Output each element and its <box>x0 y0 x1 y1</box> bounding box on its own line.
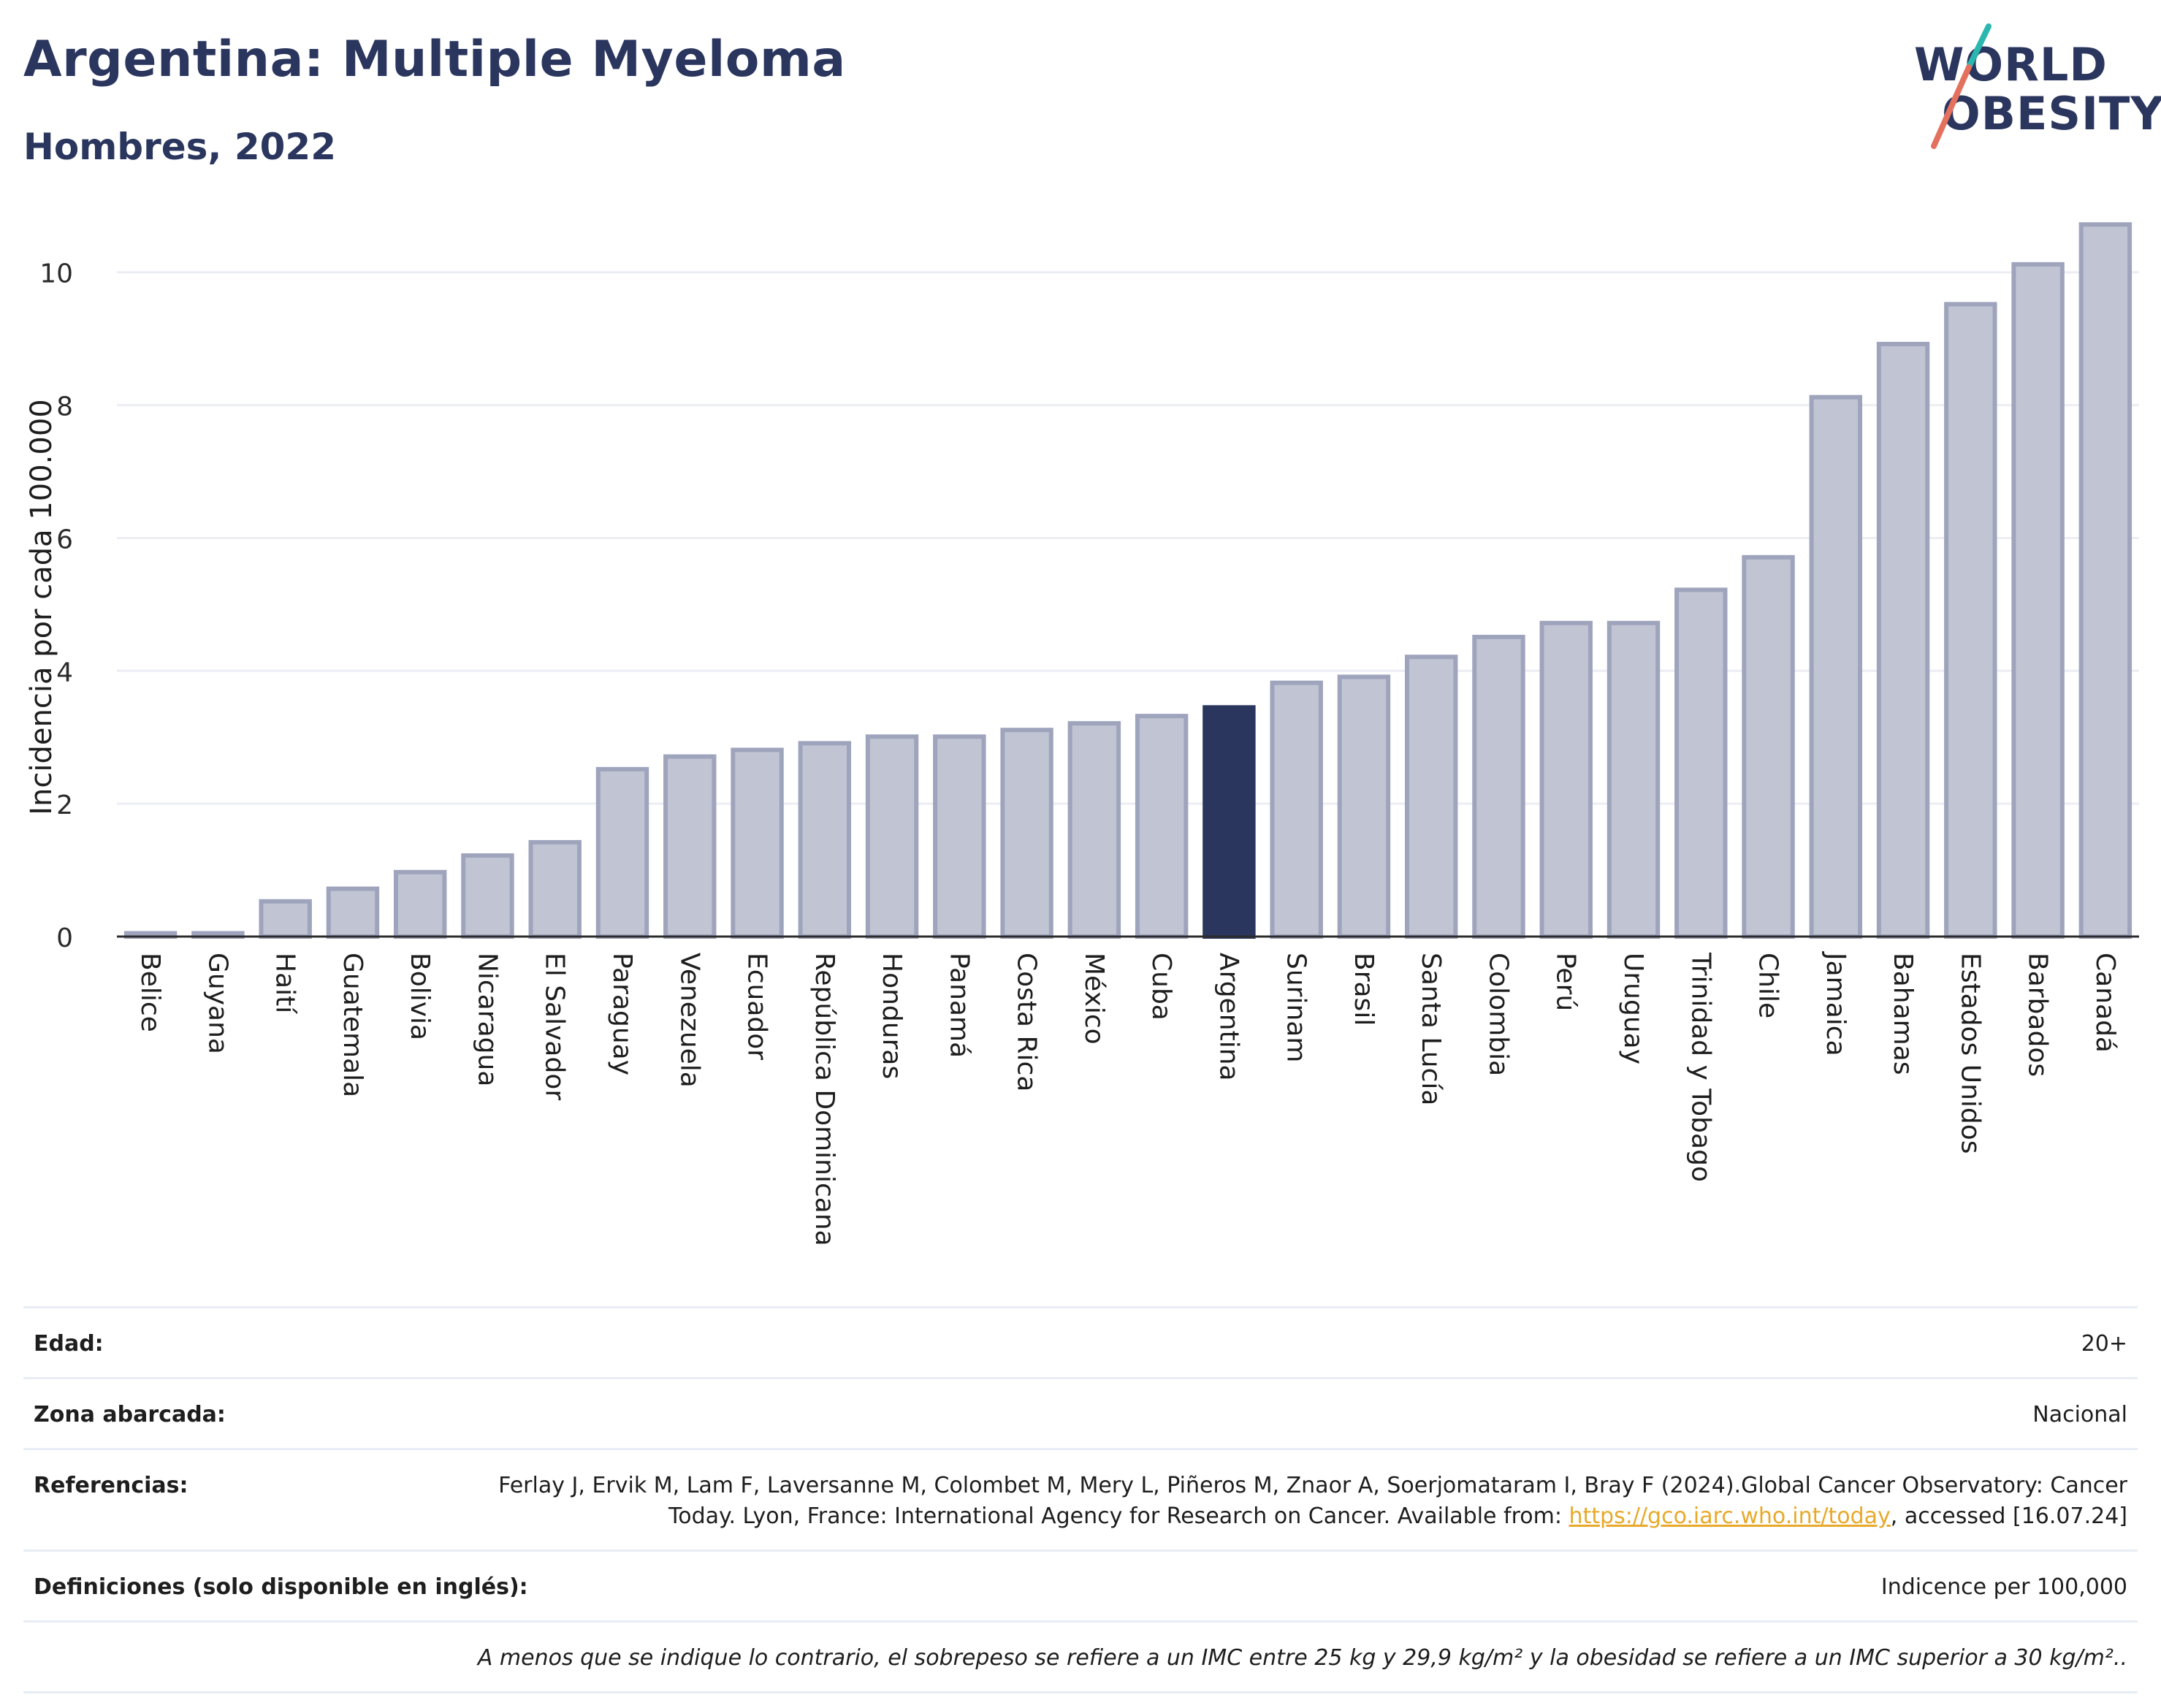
bar <box>1944 302 1997 939</box>
x-tick-label: Chile <box>1753 953 1783 1018</box>
bar <box>1674 587 1728 939</box>
x-tick-label: Panamá <box>944 953 974 1058</box>
logo-line-2: OBESITY <box>1942 87 2161 140</box>
bar <box>663 754 717 939</box>
y-tick-label: 0 <box>56 923 73 953</box>
references-text: Ferlay J, Ervik M, Lam F, Laversanne M, … <box>498 1473 2127 1529</box>
x-tick-label: Uruguay <box>1618 953 1648 1064</box>
age-value: 20+ <box>2081 1331 2127 1357</box>
footnote: A menos que se indique lo contrario, el … <box>477 1645 2127 1671</box>
bar <box>1404 655 1458 939</box>
bar <box>461 853 514 939</box>
x-tick-label: Bahamas <box>1888 953 1918 1075</box>
x-tick-label: Santa Lucía <box>1416 953 1446 1105</box>
page-subtitle: Hombres, 2022 <box>23 126 336 168</box>
bar <box>2011 262 2065 939</box>
references-accessed: , accessed [16.07.24] <box>1890 1503 2127 1529</box>
bar <box>865 734 919 939</box>
meta-row-age: Edad: 20+ <box>23 1306 2138 1377</box>
bar <box>1067 721 1121 939</box>
x-tick-label: México <box>1079 953 1109 1045</box>
bar-chart: 0 2 4 6 8 10 Incidencia por cada 100.000 Belice… <box>25 222 2139 1246</box>
bar <box>1742 554 1795 939</box>
x-tick-label: Surinam <box>1281 953 1311 1062</box>
bar <box>798 741 852 939</box>
bar <box>1539 620 1593 939</box>
x-tick-label: Argentina <box>1213 953 1243 1081</box>
meta-row-references: Referencias: Ferlay J, Ervik M, Lam F, L… <box>23 1448 2138 1549</box>
page-title: Argentina: Multiple Myeloma <box>23 31 846 88</box>
x-tick-label: Barbados <box>2023 953 2053 1077</box>
bar <box>1607 620 1661 939</box>
bar <box>731 747 784 939</box>
bar <box>1876 341 1930 939</box>
area-label: Zona abarcada: <box>34 1402 226 1427</box>
bar <box>595 766 649 939</box>
age-label: Edad: <box>34 1331 104 1357</box>
x-tick-label: Estados Unidos <box>1955 953 1985 1154</box>
definitions-value: Indicence per 100,000 <box>1880 1574 2127 1600</box>
y-tick-label: 4 <box>56 657 73 687</box>
bar <box>1135 714 1189 939</box>
bar <box>1203 705 1256 939</box>
bar <box>1337 674 1391 939</box>
logo-line-1: WORLD <box>1914 38 2108 91</box>
meta-row-definitions: Definiciones (solo disponible en inglés)… <box>23 1549 2138 1620</box>
x-tick-label: Cuba <box>1146 953 1176 1021</box>
x-tick-label: Guyana <box>202 953 232 1054</box>
references-label: Referencias: <box>34 1473 188 1498</box>
bar <box>1809 394 1863 939</box>
definitions-label: Definiciones (solo disponible en inglés)… <box>34 1574 528 1600</box>
x-tick-label: Guatemala <box>338 953 367 1097</box>
x-tick-label: Costa Rica <box>1012 953 1042 1091</box>
bar <box>1000 728 1053 939</box>
x-tick-label: Paraguay <box>607 953 637 1075</box>
x-tick-label: El Salvador <box>540 953 570 1100</box>
bar <box>1270 680 1323 939</box>
x-tick-label: Belice <box>135 953 165 1032</box>
x-tick-label: República Dominicana <box>809 953 839 1246</box>
x-tick-label: Jamaica <box>1821 951 1851 1056</box>
meta-row-note: A menos que se indique lo contrario, el … <box>23 1620 2138 1693</box>
x-tick-label: Nicaragua <box>472 953 502 1086</box>
x-tick-label: Brasil <box>1349 953 1379 1026</box>
world-obesity-logo: WORLD OBESITY <box>1907 22 2161 153</box>
x-tick-label: Canadá <box>2090 953 2120 1053</box>
y-tick-label: 6 <box>56 525 73 554</box>
y-tick-label: 8 <box>56 392 73 422</box>
x-tick-label: Ecuador <box>742 953 772 1060</box>
y-axis-title: Incidencia por cada 100.000 <box>25 399 58 815</box>
x-tick-label: Venezuela <box>674 953 704 1088</box>
area-value: Nacional <box>2032 1402 2127 1427</box>
references-value: Ferlay J, Ervik M, Lam F, Laversanne M, … <box>484 1471 2127 1532</box>
x-tick-label: Perú <box>1551 953 1581 1011</box>
x-tick-label: Honduras <box>877 953 907 1079</box>
x-tick-label: Bolivia <box>405 953 435 1040</box>
x-tick-label: Colombia <box>1483 953 1513 1076</box>
y-tick-label: 10 <box>39 259 73 289</box>
bar <box>933 734 986 939</box>
x-tick-label: Trinidad y Tobago <box>1685 952 1715 1182</box>
bar <box>326 886 380 939</box>
meta-row-area: Zona abarcada: Nacional <box>23 1377 2138 1448</box>
bar <box>259 899 312 939</box>
bar <box>2078 222 2133 939</box>
bar <box>1472 634 1525 939</box>
bar <box>393 869 447 939</box>
x-tick-label: Haití <box>270 953 300 1014</box>
bar <box>528 839 582 939</box>
metadata-table: Edad: 20+ Zona abarcada: Nacional Refere… <box>23 1306 2138 1693</box>
logo-slash-icon <box>1931 23 1992 149</box>
references-link[interactable]: https://gco.iarc.who.int/today <box>1569 1503 1891 1529</box>
y-tick-label: 2 <box>56 790 73 820</box>
